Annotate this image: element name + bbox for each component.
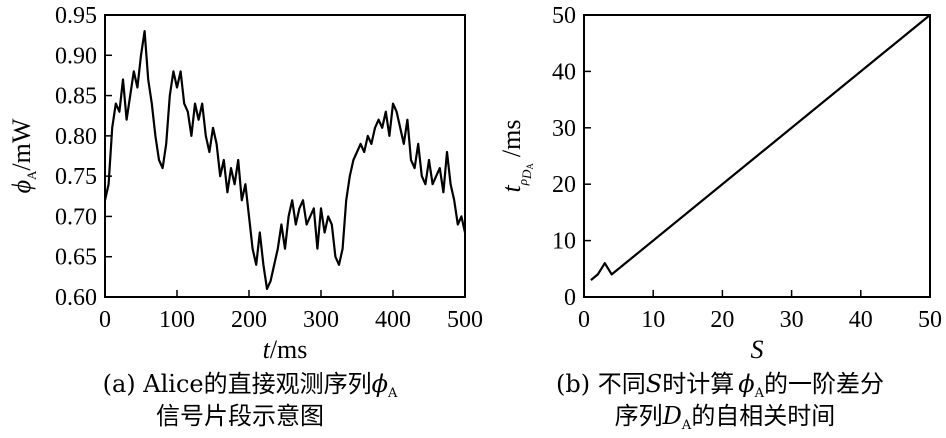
plot-area-b [583, 14, 931, 298]
x-tick-label-b: 0 [578, 307, 590, 333]
y-tick-label-b: 50 [552, 3, 576, 29]
caption-a-line1: (a) Alice的直接观测序列ϕA [103, 370, 398, 401]
x-axis-label-b: S [751, 335, 764, 364]
y-axis-label-a: ϕA/mW [7, 118, 39, 193]
y-tick-label-a: 0.60 [55, 285, 97, 311]
x-tick-label-a: 300 [303, 307, 339, 333]
y-tick-label-a: 0.70 [55, 204, 97, 230]
x-tick-label-a: 100 [159, 307, 195, 333]
y-tick-label-b: 40 [552, 59, 576, 85]
x-tick-label-a: 500 [447, 307, 483, 333]
y-tick-label-a: 0.90 [55, 43, 97, 69]
y-axis-label-b: tρDA/ms [497, 120, 535, 193]
caption-a-line2: 信号片段示意图 [156, 402, 324, 430]
y-tick-label-a: 0.65 [55, 245, 97, 271]
y-tick-label-b: 20 [552, 172, 576, 198]
x-tick-label-b: 10 [641, 307, 665, 333]
caption-b-line1: (b) 不同S时计算 ϕA的一阶差分 [556, 370, 884, 401]
y-tick-label-b: 0 [564, 285, 576, 311]
y-tick-label-a: 0.75 [55, 164, 97, 190]
x-tick-label-b: 50 [918, 307, 942, 333]
x-tick-label-a: 0 [99, 307, 111, 333]
chart-a: 0 100 200 300 400 500 0.60 0.65 0.70 0.75 0.80 0.8… [7, 3, 483, 430]
y-tick-label-a: 0.95 [55, 3, 97, 29]
y-tick-label-a: 0.80 [55, 124, 97, 150]
x-tick-label-a: 200 [231, 307, 267, 333]
chart-b: 0 10 20 30 40 50 0 10 20 30 40 50 S tρDA/ms (b) 不同… [497, 3, 942, 433]
x-tick-label-b: 40 [849, 307, 873, 333]
y-tick-label-b: 30 [552, 116, 576, 142]
series-line-b [590, 14, 931, 281]
x-tick-label-b: 30 [780, 307, 804, 333]
x-tick-label-b: 20 [710, 307, 734, 333]
y-tick-label-b: 10 [552, 229, 576, 255]
x-axis-label-a: t/ms [263, 335, 308, 364]
plot-area-a [104, 14, 466, 298]
caption-b-line2: 序列DA的自相关时间 [615, 402, 836, 433]
x-tick-label-a: 400 [375, 307, 411, 333]
series-line-a [103, 30, 467, 290]
y-tick-label-a: 0.85 [55, 84, 97, 110]
